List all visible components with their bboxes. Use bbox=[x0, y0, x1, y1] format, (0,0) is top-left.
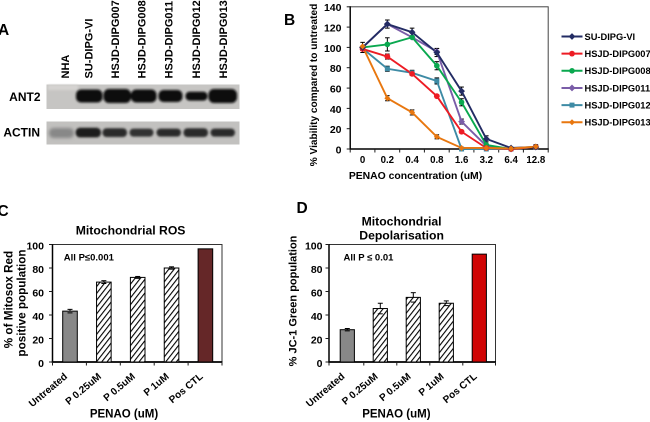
svg-text:Mitochondrial ROS: Mitochondrial ROS bbox=[76, 223, 186, 237]
svg-text:D: D bbox=[297, 200, 308, 217]
svg-text:All P≤0.001: All P≤0.001 bbox=[64, 252, 115, 263]
svg-text:80: 80 bbox=[32, 264, 44, 276]
svg-text:P 0.5uM: P 0.5uM bbox=[378, 371, 414, 404]
svg-text:0: 0 bbox=[317, 358, 323, 370]
svg-text:20: 20 bbox=[330, 124, 342, 136]
svg-text:20: 20 bbox=[311, 335, 323, 347]
svg-text:% of Mitosox Red: % of Mitosox Red bbox=[3, 251, 16, 348]
svg-text:120: 120 bbox=[324, 23, 342, 35]
svg-text:HSJD-DIPG011: HSJD-DIPG011 bbox=[164, 1, 176, 79]
svg-text:HSJD-DIPG011: HSJD-DIPG011 bbox=[585, 83, 650, 93]
svg-text:40: 40 bbox=[32, 311, 44, 323]
svg-text:100: 100 bbox=[305, 241, 323, 253]
svg-text:20: 20 bbox=[32, 335, 44, 347]
svg-text:P 0.25uM: P 0.25uM bbox=[340, 371, 380, 407]
svg-text:0: 0 bbox=[336, 144, 342, 156]
svg-text:C: C bbox=[0, 203, 9, 220]
svg-text:All P ≤ 0.01: All P ≤ 0.01 bbox=[344, 252, 395, 263]
svg-text:B: B bbox=[284, 12, 295, 29]
svg-text:HSJD-DIPG012: HSJD-DIPG012 bbox=[585, 100, 650, 110]
svg-text:HSJD-DIPG013: HSJD-DIPG013 bbox=[218, 0, 230, 78]
svg-text:HSJD-DIPG013: HSJD-DIPG013 bbox=[585, 118, 650, 128]
svg-text:P 0.25uM: P 0.25uM bbox=[64, 371, 104, 407]
svg-text:SU-DIPG-VI: SU-DIPG-VI bbox=[84, 19, 96, 79]
svg-text:12.8: 12.8 bbox=[526, 155, 545, 166]
svg-text:NHA: NHA bbox=[60, 55, 72, 79]
svg-text:80: 80 bbox=[311, 264, 323, 276]
svg-text:100: 100 bbox=[26, 241, 44, 253]
svg-text:60: 60 bbox=[330, 84, 342, 96]
svg-text:0: 0 bbox=[360, 155, 365, 166]
svg-text:40: 40 bbox=[311, 311, 323, 323]
svg-text:80: 80 bbox=[330, 63, 342, 75]
svg-text:60: 60 bbox=[311, 288, 323, 300]
svg-text:Pos CTL: Pos CTL bbox=[167, 371, 205, 405]
svg-text:ACTIN: ACTIN bbox=[3, 126, 40, 140]
svg-text:positive population: positive population bbox=[16, 249, 29, 356]
svg-text:HSJD-DIPG008: HSJD-DIPG008 bbox=[585, 66, 650, 76]
svg-text:HSJD-DIPG012: HSJD-DIPG012 bbox=[191, 0, 203, 78]
svg-text:PENAO (uM): PENAO (uM) bbox=[90, 408, 159, 420]
svg-text:% JC-1 Green population: % JC-1 Green population bbox=[288, 235, 300, 366]
svg-text:60: 60 bbox=[32, 288, 44, 300]
svg-text:HSJD-DIPG007: HSJD-DIPG007 bbox=[585, 49, 650, 59]
svg-text:Untreated: Untreated bbox=[304, 371, 347, 409]
svg-text:% Viability compared to untrea: % Viability compared to untreated bbox=[309, 4, 320, 166]
svg-text:Mitochondrial: Mitochondrial bbox=[362, 214, 442, 228]
svg-text:0.2: 0.2 bbox=[381, 155, 394, 166]
svg-text:HSJD-DIPG008: HSJD-DIPG008 bbox=[137, 0, 149, 78]
svg-text:HSJD-DIPG007: HSJD-DIPG007 bbox=[110, 0, 122, 78]
svg-text:6.4: 6.4 bbox=[504, 155, 518, 166]
svg-text:0: 0 bbox=[38, 358, 44, 370]
svg-text:ANT2: ANT2 bbox=[9, 90, 41, 104]
svg-text:P 1uM: P 1uM bbox=[417, 371, 447, 398]
svg-text:40: 40 bbox=[330, 104, 342, 116]
svg-text:SU-DIPG-VI: SU-DIPG-VI bbox=[585, 32, 636, 42]
svg-text:A: A bbox=[0, 22, 9, 39]
svg-text:0.8: 0.8 bbox=[430, 155, 444, 166]
svg-text:PENAO (uM): PENAO (uM) bbox=[362, 408, 431, 420]
svg-text:P 1uM: P 1uM bbox=[142, 371, 172, 398]
svg-text:3.2: 3.2 bbox=[480, 155, 493, 166]
svg-text:1.6: 1.6 bbox=[455, 155, 469, 166]
svg-text:PENAO concentration (uM): PENAO concentration (uM) bbox=[349, 171, 482, 182]
svg-text:Depolarisation: Depolarisation bbox=[359, 229, 444, 243]
svg-text:140: 140 bbox=[324, 2, 342, 14]
svg-text:0.4: 0.4 bbox=[405, 155, 419, 166]
svg-text:100: 100 bbox=[324, 43, 342, 55]
svg-text:Untreated: Untreated bbox=[27, 371, 70, 409]
svg-text:P 0.5uM: P 0.5uM bbox=[102, 371, 138, 404]
svg-text:Pos CTL: Pos CTL bbox=[441, 371, 479, 405]
